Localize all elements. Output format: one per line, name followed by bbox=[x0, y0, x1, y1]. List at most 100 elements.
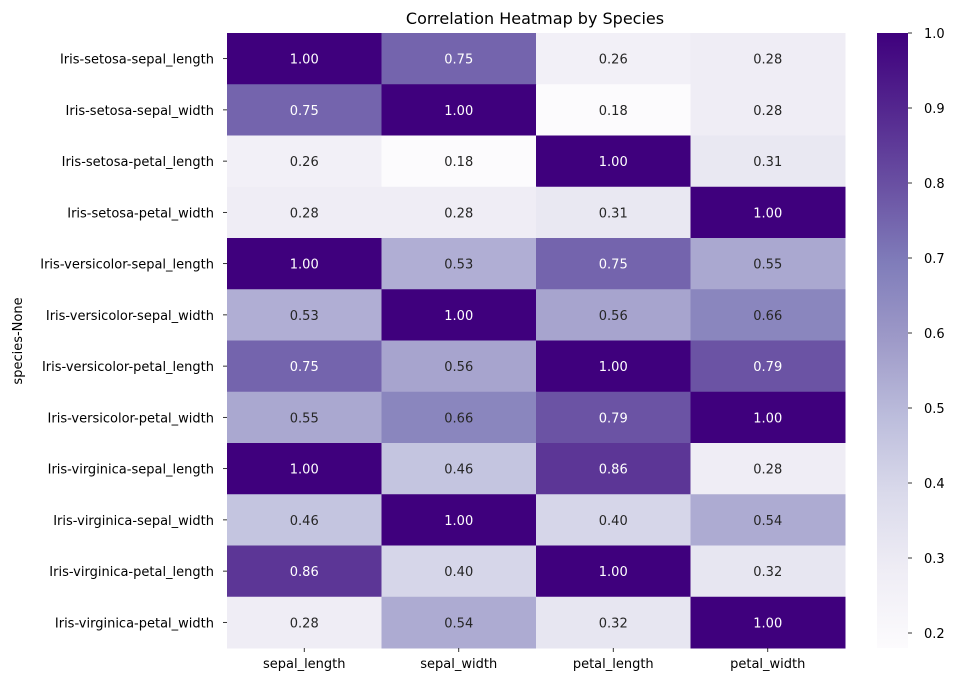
y-tick-label: Iris-virginica-petal_length bbox=[49, 565, 214, 580]
cell-value-label: 0.55 bbox=[290, 411, 319, 426]
cell-value-label: 1.00 bbox=[599, 155, 628, 170]
colorbar-ticks: 0.2 0.3 0.4 0.5 0.6 0.7 0.8 0.9 1.0 bbox=[908, 27, 945, 642]
heatmap-cell bbox=[690, 289, 846, 341]
cell-value-label: 0.86 bbox=[290, 565, 319, 580]
heatmap-cell bbox=[536, 545, 691, 598]
cell-value-label: 1.00 bbox=[444, 104, 473, 119]
heatmap-cells: 1.00 0.75 0.26 0.28 0.75 1.00 0.18 0.28 0.26 0.18… bbox=[227, 33, 846, 649]
chart-title: Correlation Heatmap by Species bbox=[406, 9, 664, 28]
cell-value-label: 0.86 bbox=[599, 463, 628, 478]
colorbar-tick-label: 0.5 bbox=[924, 402, 945, 417]
cell-value-label: 0.53 bbox=[290, 309, 319, 324]
cell-value-label: 0.31 bbox=[599, 206, 628, 221]
cell-value-label: 1.00 bbox=[599, 565, 628, 580]
colorbar-tick-label: 0.3 bbox=[924, 552, 945, 567]
heatmap-cell bbox=[690, 135, 846, 188]
heatmap-cell bbox=[690, 494, 846, 546]
heatmap-cell bbox=[690, 391, 846, 444]
heatmap-cell bbox=[536, 340, 691, 393]
heatmap-cell bbox=[381, 289, 537, 341]
heatmap-cell bbox=[227, 340, 382, 393]
cell-value-label: 0.28 bbox=[753, 53, 782, 68]
colorbar-tick-label: 0.2 bbox=[924, 627, 945, 642]
heatmap-cell bbox=[690, 443, 846, 495]
heatmap-cell bbox=[227, 84, 382, 136]
y-tick-label: Iris-versicolor-petal_width bbox=[48, 411, 214, 426]
x-tick-label: sepal_width bbox=[420, 657, 497, 672]
cell-value-label: 1.00 bbox=[753, 206, 782, 221]
heatmap-cell bbox=[381, 443, 537, 495]
heatmap-cell bbox=[381, 494, 537, 546]
heatmap-cell bbox=[690, 596, 846, 649]
colorbar-tick-label: 1.0 bbox=[924, 27, 945, 42]
cell-value-label: 0.75 bbox=[599, 258, 628, 273]
cell-value-label: 0.26 bbox=[599, 53, 628, 68]
heatmap-cell bbox=[227, 443, 382, 495]
cell-value-label: 1.00 bbox=[290, 258, 319, 273]
cell-value-label: 0.55 bbox=[753, 258, 782, 273]
heatmap-cell bbox=[690, 340, 846, 393]
heatmap-cell bbox=[227, 135, 382, 188]
heatmap-cell bbox=[381, 33, 537, 85]
heatmap-cell bbox=[227, 33, 382, 85]
heatmap-cell bbox=[227, 289, 382, 341]
colorbar bbox=[877, 33, 908, 648]
heatmap-cell bbox=[381, 545, 537, 598]
y-tick-label: Iris-setosa-petal_width bbox=[67, 206, 214, 221]
x-tick-label: petal_length bbox=[573, 657, 654, 672]
heatmap-cell bbox=[381, 135, 537, 188]
y-tick-label: Iris-setosa-sepal_length bbox=[60, 53, 214, 68]
cell-value-label: 0.32 bbox=[599, 616, 628, 631]
heatmap-cell bbox=[536, 391, 691, 444]
cell-value-label: 1.00 bbox=[290, 463, 319, 478]
cell-value-label: 0.75 bbox=[290, 104, 319, 119]
heatmap-cell bbox=[381, 391, 537, 444]
y-axis-label: species-None bbox=[11, 297, 26, 384]
cell-value-label: 0.54 bbox=[753, 514, 782, 529]
cell-value-label: 0.79 bbox=[599, 411, 628, 426]
cell-value-label: 0.28 bbox=[444, 206, 473, 221]
cell-value-label: 0.53 bbox=[444, 258, 473, 273]
heatmap-cell bbox=[227, 391, 382, 444]
cell-value-label: 0.31 bbox=[753, 155, 782, 170]
heatmap-cell bbox=[690, 238, 846, 290]
cell-value-label: 0.28 bbox=[753, 104, 782, 119]
heatmap-cell bbox=[536, 238, 691, 290]
cell-value-label: 0.18 bbox=[444, 155, 473, 170]
cell-value-label: 0.40 bbox=[444, 565, 473, 580]
cell-value-label: 1.00 bbox=[753, 616, 782, 631]
cell-value-label: 0.28 bbox=[753, 463, 782, 478]
cell-value-label: 1.00 bbox=[753, 411, 782, 426]
heatmap-cell bbox=[536, 84, 691, 136]
heatmap-cell bbox=[536, 33, 691, 85]
y-tick-label: Iris-setosa-petal_length bbox=[62, 155, 214, 170]
colorbar-tick-label: 0.8 bbox=[924, 177, 945, 192]
cell-value-label: 0.40 bbox=[599, 514, 628, 529]
heatmap-cell bbox=[536, 596, 691, 649]
cell-value-label: 0.79 bbox=[753, 360, 782, 375]
x-tick-label: sepal_length bbox=[263, 657, 346, 672]
cell-value-label: 0.54 bbox=[444, 616, 473, 631]
heatmap-cell bbox=[381, 596, 537, 649]
heatmap-cell bbox=[536, 494, 691, 546]
heatmap-cell bbox=[536, 443, 691, 495]
heatmap-cell bbox=[690, 84, 846, 136]
heatmap-cell bbox=[227, 545, 382, 598]
heatmap-cell bbox=[227, 238, 382, 290]
y-tick-label: Iris-setosa-sepal_width bbox=[66, 104, 214, 119]
heatmap-cell bbox=[690, 186, 846, 239]
heatmap-cell bbox=[536, 135, 691, 188]
cell-value-label: 1.00 bbox=[290, 53, 319, 68]
x-axis: sepal_length sepal_width petal_length petal… bbox=[263, 648, 805, 672]
cell-value-label: 0.75 bbox=[444, 53, 473, 68]
cell-value-label: 0.46 bbox=[290, 514, 319, 529]
cell-value-label: 0.28 bbox=[290, 206, 319, 221]
cell-value-label: 0.46 bbox=[444, 463, 473, 478]
heatmap-cell bbox=[381, 238, 537, 290]
heatmap-cell bbox=[381, 84, 537, 136]
heatmap-cell bbox=[227, 494, 382, 546]
cell-value-label: 0.56 bbox=[599, 309, 628, 324]
heatmap-cell bbox=[227, 596, 382, 649]
heatmap-cell bbox=[227, 186, 382, 239]
